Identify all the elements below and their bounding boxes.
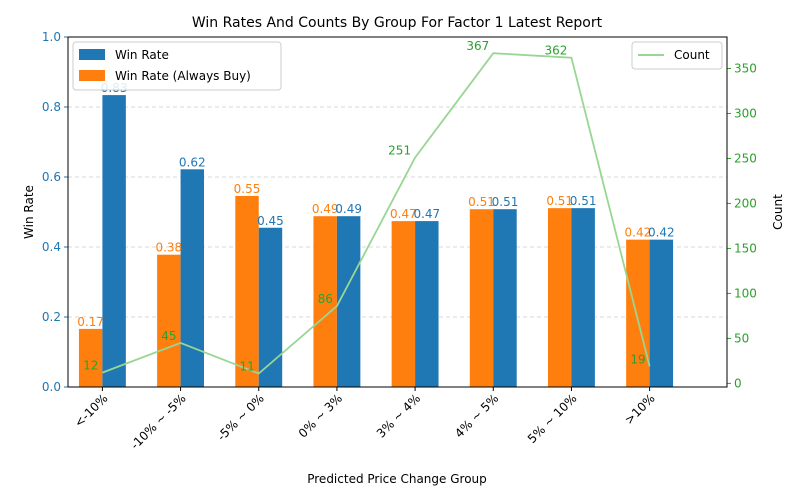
- count-label: 362: [545, 44, 568, 58]
- count-label: 12: [83, 359, 98, 373]
- bar-label-always-buy: 0.51: [546, 194, 573, 208]
- bar-always-buy: [157, 254, 181, 387]
- count-label: 11: [239, 360, 254, 374]
- bar-always-buy: [78, 328, 103, 387]
- left-axis: 0.0 0.2 0.4 0.6 0.8 1.0: [42, 30, 69, 394]
- legend-label-count: Count: [674, 48, 710, 62]
- right-axis-tick-label: 250: [734, 151, 757, 165]
- chart-title: Win Rates And Counts By Group For Factor…: [192, 15, 603, 31]
- bar-label-win-rate: 0.51: [492, 195, 519, 209]
- bar-always-buy: [626, 239, 650, 387]
- left-axis-tick-label: 0.0: [42, 380, 61, 394]
- left-axis-tick-label: 1.0: [42, 30, 61, 44]
- legend-box: [631, 41, 723, 70]
- right-axis-tick-label: 350: [734, 61, 757, 75]
- right-axis-tick-label: 0: [734, 376, 742, 390]
- bar-label-always-buy: 0.47: [390, 207, 417, 221]
- bar-win-rate: [180, 169, 205, 387]
- bar-label-always-buy: 0.55: [234, 182, 261, 196]
- legend-label-always-buy: Win Rate (Always Buy): [115, 69, 251, 83]
- count-label: 251: [388, 144, 411, 158]
- legend-count: Count: [631, 41, 723, 70]
- bar-label-always-buy: 0.51: [468, 195, 495, 209]
- bar-win-rate: [258, 227, 283, 387]
- count-label: 19: [630, 352, 645, 366]
- bar-always-buy: [547, 208, 572, 387]
- right-axis-tick-label: 200: [734, 196, 757, 210]
- bar-label-always-buy: 0.42: [625, 226, 652, 240]
- bar-label-win-rate: 0.49: [335, 202, 362, 216]
- left-axis-tick-label: 0.2: [42, 310, 61, 324]
- left-axis-tick-label: 0.4: [42, 240, 61, 254]
- bars: [78, 95, 674, 387]
- count-label: 86: [318, 292, 333, 306]
- bar-always-buy: [391, 221, 416, 387]
- bar-win-rate: [336, 216, 361, 387]
- bar-label-win-rate: 0.42: [648, 226, 675, 240]
- right-axis-tick-label: 300: [734, 106, 757, 120]
- bar-label-win-rate: 0.62: [179, 155, 206, 169]
- count-line-path: [102, 52, 651, 375]
- bar-always-buy: [469, 209, 494, 387]
- y-axis-label: Win Rate: [22, 185, 36, 239]
- bar-win-rate: [649, 239, 674, 387]
- data-labels: 0.170.830.380.620.550.450.490.490.470.47…: [77, 39, 674, 373]
- legend-box: [72, 41, 282, 91]
- left-axis-tick-label: 0.8: [42, 100, 61, 114]
- legend-win-rate: Win Rate Win Rate (Always Buy): [72, 41, 282, 91]
- bar-label-win-rate: 0.51: [570, 194, 597, 208]
- legend-swatch-always-buy: [79, 70, 105, 81]
- bar-win-rate: [415, 221, 439, 387]
- bar-label-win-rate: 0.45: [257, 214, 284, 228]
- right-axis-tick-label: 150: [734, 241, 757, 255]
- bar-label-always-buy: 0.49: [312, 202, 339, 216]
- right-y-axis-label: Count: [771, 194, 785, 230]
- x-axis-label: Predicted Price Change Group: [307, 472, 487, 486]
- count-line: [102, 52, 651, 375]
- bar-win-rate: [493, 209, 517, 387]
- right-axis-tick-label: 50: [734, 331, 749, 345]
- legend-label-win-rate: Win Rate: [115, 48, 169, 62]
- bar-win-rate: [102, 95, 126, 387]
- bar-always-buy: [235, 195, 259, 387]
- legend-swatch-win-rate: [79, 49, 105, 60]
- bar-always-buy: [313, 216, 337, 387]
- bar-win-rate: [571, 208, 595, 387]
- right-axis-tick-label: 100: [734, 286, 757, 300]
- bar-label-always-buy: 0.17: [77, 315, 104, 329]
- bar-label-win-rate: 0.47: [413, 207, 440, 221]
- bar-label-always-buy: 0.38: [155, 241, 182, 255]
- count-label: 45: [161, 329, 176, 343]
- right-axis: 0 50 100 150 200 250 300 350: [726, 37, 757, 390]
- count-label: 367: [466, 39, 489, 53]
- left-axis-tick-label: 0.6: [42, 170, 61, 184]
